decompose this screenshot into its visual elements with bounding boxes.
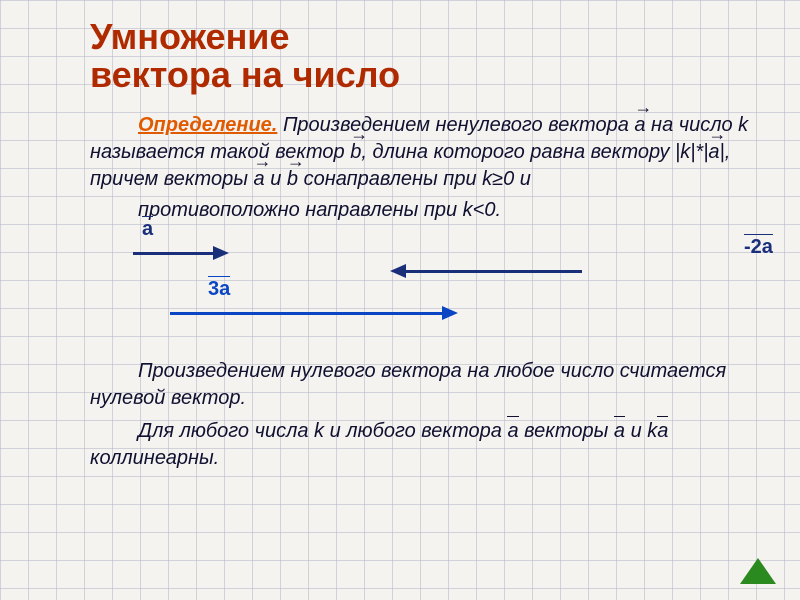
arrowhead-icon xyxy=(390,264,406,278)
zero-vector-note: Произведением нулевого вектора на любое … xyxy=(90,358,760,412)
definition-label: Определение. xyxy=(138,114,277,136)
vector-3a-label: 3a xyxy=(208,278,230,301)
vector-b-symbol: b xyxy=(350,139,361,166)
vector-neg2a-label: -2a xyxy=(744,236,773,259)
arrowhead-icon xyxy=(213,246,229,260)
definition-line2: противоположно направлены при k<0. xyxy=(138,197,760,224)
note-text: Произведением нулевого вектора на любое … xyxy=(90,360,726,409)
vector-a-symbol: a xyxy=(614,418,625,445)
vector-neg2a: -2a xyxy=(390,260,611,283)
vector-a: a xyxy=(122,242,229,265)
definition-paragraph: Определение. Произведением ненулевого ве… xyxy=(90,112,760,193)
vector-a-symbol: a xyxy=(254,166,265,193)
def-text-part: , длина которого равна вектору |k|*| xyxy=(361,141,708,163)
vector-3a: 3a xyxy=(148,302,458,325)
note-text: Для любого числа k и любого вектора xyxy=(138,420,507,442)
vector-a-label: a xyxy=(142,218,153,241)
vector-a-symbol: a xyxy=(634,112,645,139)
vector-a-symbol: a xyxy=(507,418,518,445)
vector-a-symbol: a xyxy=(657,418,668,445)
slide-title: Умножение вектора на число xyxy=(90,18,760,94)
note-text: коллинеарны. xyxy=(90,447,219,469)
arrowhead-icon xyxy=(442,306,458,320)
collinear-note: Для любого числа k и любого вектора a ве… xyxy=(90,418,760,472)
vector-a-symbol: a xyxy=(708,139,719,166)
vector-b-symbol: b xyxy=(287,166,298,193)
next-slide-button[interactable] xyxy=(740,558,776,584)
def-text-part: сонаправлены при k≥0 и xyxy=(298,168,531,190)
note-text: векторы xyxy=(519,420,614,442)
def-text-part: Произведением ненулевого вектора xyxy=(283,114,634,136)
note-text: и k xyxy=(625,420,657,442)
vector-diagram: a -2a 3a xyxy=(90,232,760,352)
slide: Умножение вектора на число Определение. … xyxy=(0,0,800,600)
